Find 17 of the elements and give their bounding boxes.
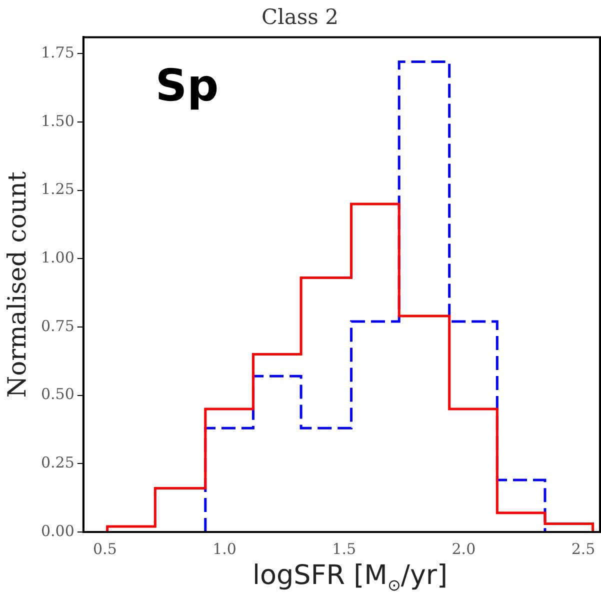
y-tick-label: 1.00 (40, 248, 74, 267)
y-tick-label: 1.50 (40, 112, 74, 130)
y-tick-label: 0.25 (40, 454, 74, 472)
x-tick-label: 1.5 (332, 540, 356, 558)
y-tick-label: 1.25 (40, 180, 74, 198)
x-tick-label: 2.0 (452, 540, 476, 558)
x-tick-label: 0.5 (92, 540, 117, 558)
chart-title: Class 2 (262, 5, 338, 30)
y-tick-label: 1.75 (40, 43, 74, 62)
x-tick-label: 2.5 (571, 540, 596, 558)
annotation: Sp (155, 60, 219, 112)
y-tick-label: 0.00 (40, 522, 74, 540)
y-tick-label: 0.75 (40, 316, 74, 335)
x-axis-title: logSFR [M$_{⊙}$/yr] (251, 560, 449, 594)
y-tick-label: 0.50 (40, 385, 74, 404)
x-tick-label: 1.0 (212, 540, 236, 558)
y-axis-title: Normalised count (2, 171, 32, 398)
